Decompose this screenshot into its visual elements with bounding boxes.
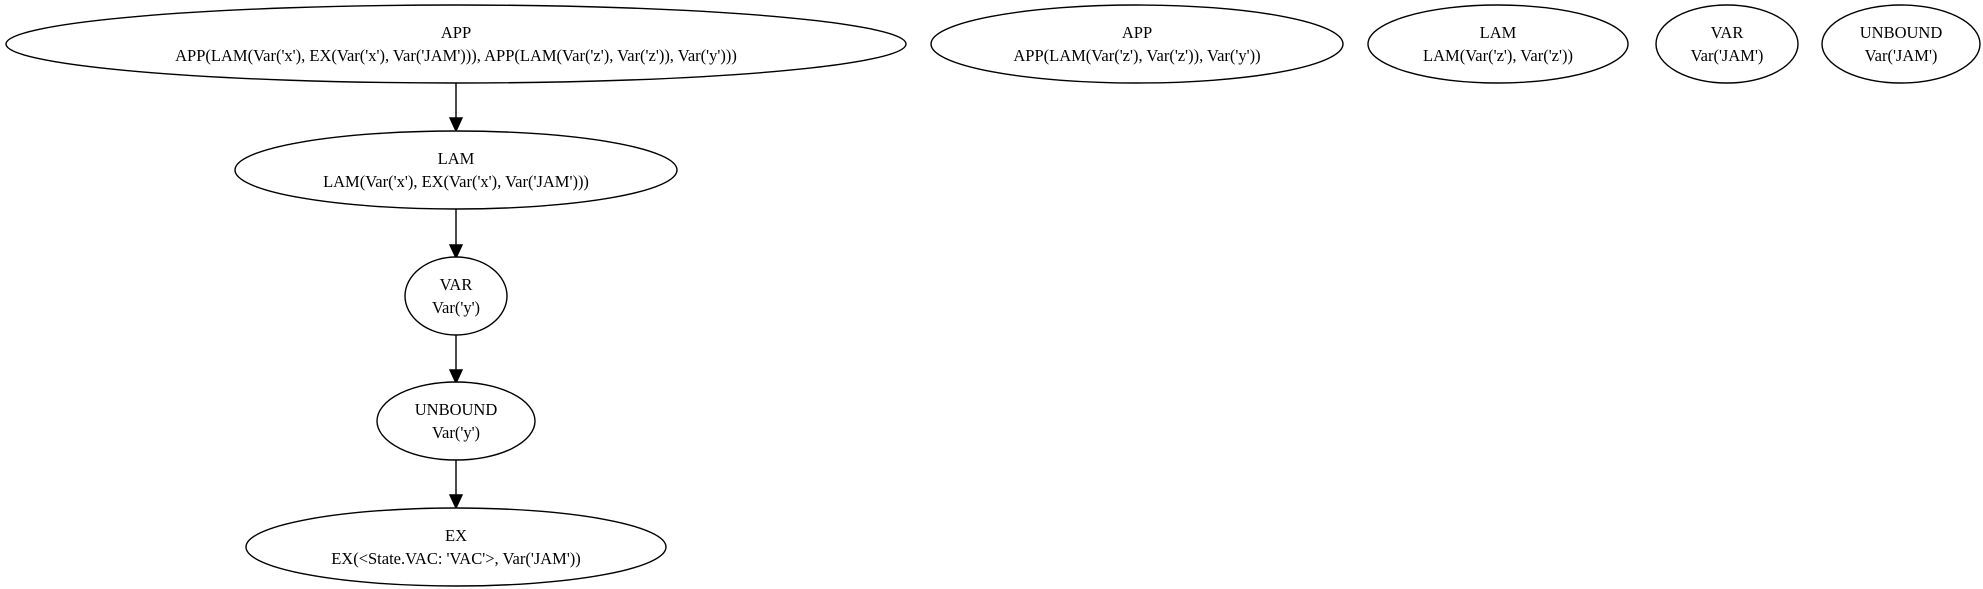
edge-unbound-to-ex bbox=[448, 460, 464, 510]
node-kind-label: LAM bbox=[438, 149, 475, 168]
node-unbound-y: UNBOUND Var('y') bbox=[376, 381, 536, 461]
node-term-label: Var('y') bbox=[432, 423, 480, 442]
node-term-label: Var('JAM') bbox=[1865, 46, 1938, 65]
node-term-label: EX(<State.VAC: 'VAC'>, Var('JAM')) bbox=[331, 549, 581, 568]
node-term-label: APP(LAM(Var('x'), EX(Var('x'), Var('JAM'… bbox=[175, 46, 737, 65]
node-term-label: APP(LAM(Var('z'), Var('z')), Var('y')) bbox=[1013, 46, 1260, 65]
edge-lam-to-var bbox=[448, 209, 464, 260]
node-app-z: APP APP(LAM(Var('z'), Var('z')), Var('y'… bbox=[930, 4, 1344, 84]
node-term-label: Var('JAM') bbox=[1691, 46, 1764, 65]
node-lam-x: LAM LAM(Var('x'), EX(Var('x'), Var('JAM'… bbox=[234, 130, 678, 210]
node-kind-label: APP bbox=[1122, 23, 1152, 42]
node-kind-label: UNBOUND bbox=[415, 400, 498, 419]
node-term-label: LAM(Var('x'), EX(Var('x'), Var('JAM'))) bbox=[323, 172, 589, 191]
node-term-label: Var('y') bbox=[432, 298, 480, 317]
edge-var-to-unbound bbox=[448, 335, 464, 385]
node-app-root: APP APP(LAM(Var('x'), EX(Var('x'), Var('… bbox=[5, 4, 907, 84]
edge-app-to-lam bbox=[448, 83, 464, 133]
node-lam-z: LAM LAM(Var('z'), Var('z')) bbox=[1367, 4, 1629, 84]
node-var-jam: VAR Var('JAM') bbox=[1655, 4, 1799, 84]
node-kind-label: VAR bbox=[440, 275, 473, 294]
node-unbound-jam: UNBOUND Var('JAM') bbox=[1821, 4, 1981, 84]
node-ex: EX EX(<State.VAC: 'VAC'>, Var('JAM')) bbox=[245, 507, 667, 587]
node-kind-label: APP bbox=[441, 23, 471, 42]
node-kind-label: UNBOUND bbox=[1860, 23, 1943, 42]
node-kind-label: VAR bbox=[1711, 23, 1744, 42]
node-var-y: VAR Var('y') bbox=[404, 256, 508, 336]
node-kind-label: EX bbox=[445, 526, 467, 545]
node-term-label: LAM(Var('z'), Var('z')) bbox=[1423, 46, 1573, 65]
node-kind-label: LAM bbox=[1480, 23, 1517, 42]
